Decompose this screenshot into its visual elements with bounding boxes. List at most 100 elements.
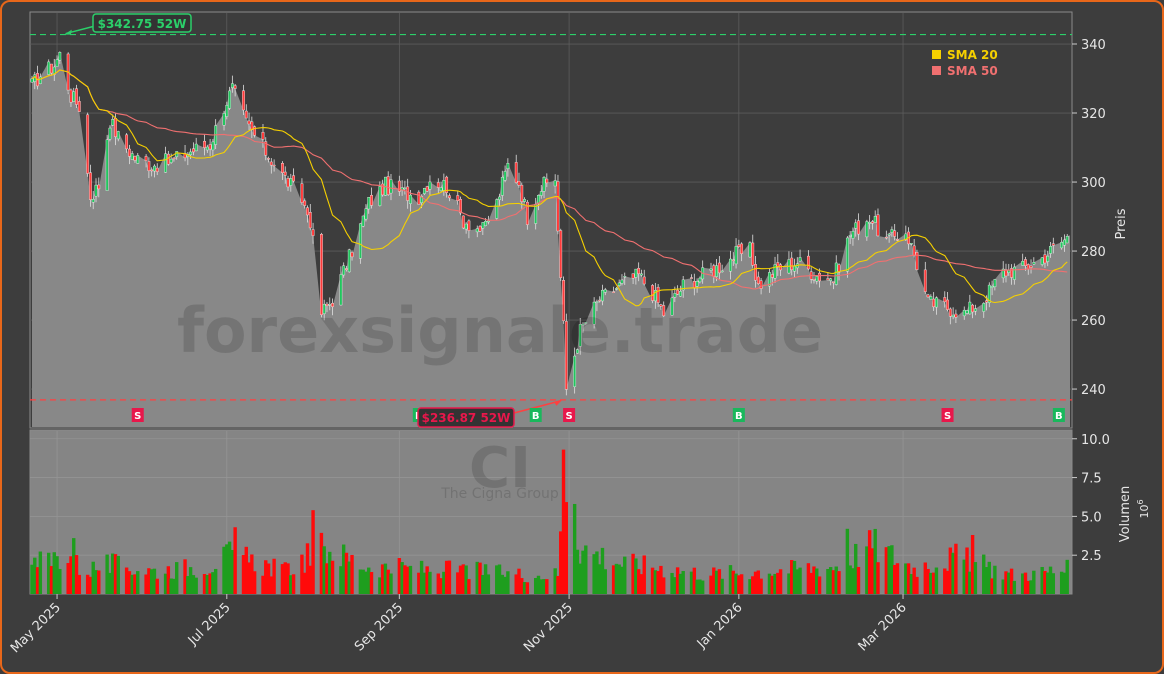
candle-body bbox=[712, 265, 716, 277]
candle-body bbox=[653, 290, 657, 302]
volume-tick-label: 2.5 bbox=[1081, 549, 1102, 564]
candle-body bbox=[601, 289, 604, 302]
price-tick-label: 340 bbox=[1081, 38, 1106, 53]
volume-bar bbox=[280, 564, 285, 594]
sma-layer bbox=[31, 69, 1068, 307]
volume-bar bbox=[330, 560, 335, 594]
candle-body bbox=[253, 126, 257, 136]
candle-body bbox=[225, 105, 229, 117]
candle-body bbox=[320, 234, 323, 315]
volume-bar bbox=[1043, 570, 1047, 594]
volume-bar bbox=[951, 552, 955, 594]
candle-body bbox=[422, 188, 426, 194]
volume-bar bbox=[417, 572, 421, 594]
volume-bar bbox=[183, 559, 187, 594]
volume-bar bbox=[572, 503, 577, 594]
volume-tick-label: 5.0 bbox=[1081, 510, 1102, 525]
volume-bar bbox=[603, 569, 607, 594]
candle-body bbox=[127, 148, 131, 157]
volume-bar bbox=[809, 572, 813, 594]
candle-body bbox=[848, 235, 852, 237]
volume-bar bbox=[770, 575, 774, 594]
volume-bar bbox=[929, 572, 933, 594]
volume-bar bbox=[993, 565, 997, 594]
candle-body bbox=[642, 276, 646, 285]
time-tick-label: Nov 2025 bbox=[521, 600, 576, 655]
candle-body bbox=[692, 281, 696, 289]
volume-bar bbox=[751, 576, 755, 594]
volume-bar bbox=[828, 567, 833, 594]
candle-body bbox=[342, 265, 346, 276]
candle-body bbox=[1032, 262, 1036, 265]
candle-body bbox=[857, 220, 860, 235]
candle-body bbox=[409, 194, 412, 204]
volume-bar bbox=[389, 573, 393, 594]
candle-body bbox=[233, 85, 237, 89]
candle-body bbox=[581, 323, 585, 326]
volume-bar bbox=[428, 571, 432, 594]
candle-body bbox=[461, 215, 465, 229]
volume-bar bbox=[536, 575, 541, 594]
candle-body bbox=[573, 355, 577, 387]
candle-body bbox=[798, 257, 802, 262]
candle-body bbox=[868, 221, 872, 224]
volume-bar bbox=[653, 570, 658, 594]
volume-bar bbox=[250, 554, 254, 594]
candle-body bbox=[475, 228, 479, 233]
volume-bar bbox=[776, 572, 780, 594]
volume-bar bbox=[91, 561, 95, 594]
candle-body bbox=[748, 242, 752, 258]
signal-label: S bbox=[944, 411, 951, 422]
candle-body bbox=[929, 296, 933, 300]
candle-body bbox=[130, 153, 134, 160]
candle-body bbox=[965, 310, 969, 314]
candle-body bbox=[116, 131, 120, 140]
candle-body bbox=[503, 171, 507, 181]
candle-body bbox=[620, 279, 624, 284]
volume-bar bbox=[367, 567, 371, 594]
legend-label-sma50: SMA 50 bbox=[947, 64, 998, 78]
volume-bar bbox=[912, 567, 916, 594]
volume-bar bbox=[1026, 580, 1030, 594]
candle-body bbox=[69, 89, 73, 103]
volume-bar bbox=[303, 572, 307, 594]
volume-bar bbox=[1048, 566, 1053, 594]
volume-bar bbox=[931, 572, 936, 594]
volume-bar bbox=[105, 554, 109, 594]
volume-bar bbox=[244, 546, 248, 594]
candle-body bbox=[189, 151, 193, 155]
signal-label: B bbox=[1055, 411, 1063, 422]
volume-bar bbox=[525, 582, 530, 594]
candle-body bbox=[915, 252, 919, 270]
volume-bar bbox=[500, 574, 505, 594]
candle-body bbox=[1051, 243, 1055, 246]
candle-body bbox=[264, 141, 268, 156]
volume-bar bbox=[149, 569, 154, 594]
volume-bar bbox=[834, 566, 838, 594]
candle-body bbox=[812, 279, 816, 281]
volume-bar bbox=[581, 550, 585, 594]
volume-bar bbox=[1004, 571, 1008, 594]
candle-body bbox=[517, 180, 521, 186]
candle-body bbox=[77, 101, 81, 112]
candle-body bbox=[289, 178, 293, 186]
candle-body bbox=[436, 182, 440, 188]
volume-bar bbox=[681, 571, 685, 594]
volume-bar bbox=[175, 562, 179, 594]
candle-body bbox=[322, 303, 326, 314]
candle-body bbox=[350, 252, 354, 258]
candle-body bbox=[267, 158, 270, 160]
volume-bar bbox=[52, 552, 56, 594]
candle-body bbox=[556, 181, 560, 232]
volume-bar bbox=[642, 555, 646, 594]
volume-bar bbox=[241, 555, 246, 594]
volume-bar bbox=[38, 551, 43, 594]
candle-body bbox=[155, 167, 159, 172]
volume-bar bbox=[233, 527, 237, 594]
legend: SMA 20 SMA 50 bbox=[932, 48, 998, 78]
volume-bar bbox=[94, 570, 98, 594]
volume-bar bbox=[650, 567, 655, 594]
candle-body bbox=[403, 187, 407, 190]
volume-bar bbox=[553, 568, 557, 594]
